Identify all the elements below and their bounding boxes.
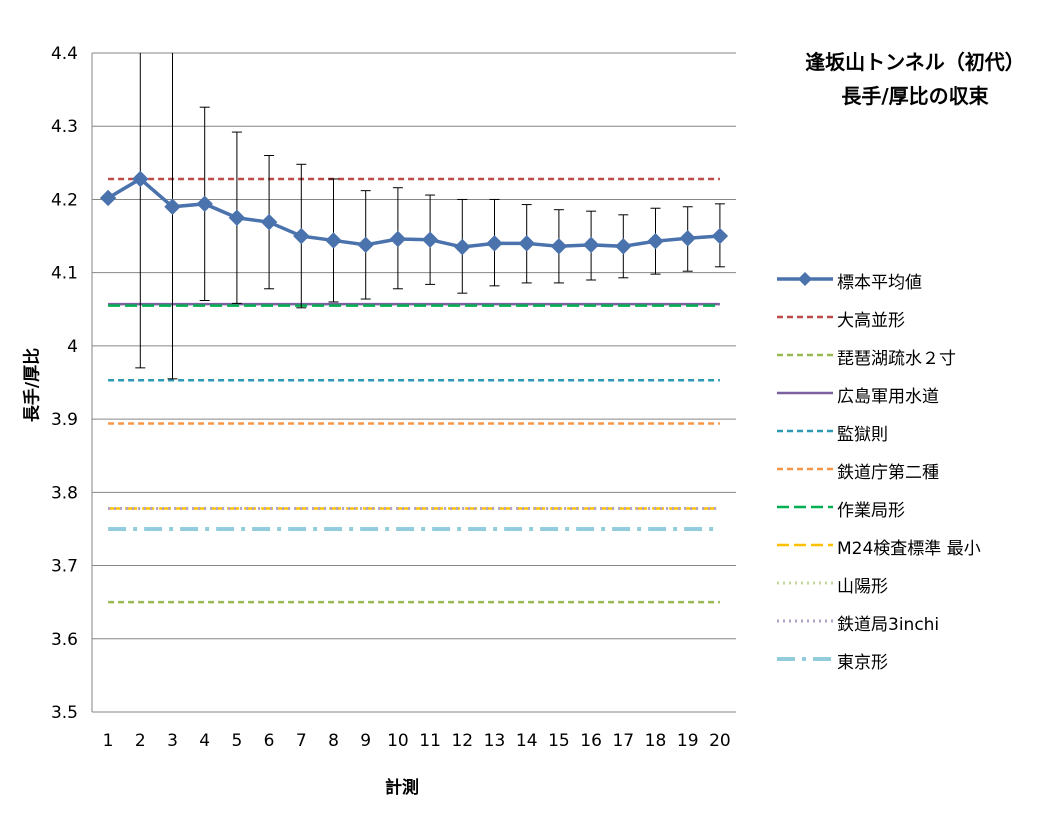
mean-point [164, 198, 181, 215]
mean-point [357, 236, 374, 254]
tick-labels: 4.44.34.24.143.93.83.73.63.51 2 3 4 5 6 7 8 9 10 1… [51, 44, 731, 751]
legend-item: 鉄道局3inchi [775, 607, 1055, 645]
mean-point [518, 235, 535, 252]
mean-point [99, 189, 117, 207]
legend-label: 山陽形 [837, 577, 888, 597]
mean-point [325, 232, 342, 249]
x-tick-label: 12 [451, 731, 473, 751]
mean-point [228, 209, 246, 226]
legend-label: 琵琶湖疏水２寸 [837, 349, 956, 369]
x-tick-label: 3 [167, 731, 178, 751]
legend-swatch-marker [798, 272, 812, 286]
legend-swatch [777, 391, 833, 395]
x-tick-label: 16 [580, 731, 602, 751]
error-bars [135, 53, 725, 380]
chart-title-line1: 逢坂山トンネル（初代） [805, 50, 1025, 74]
y-tick-label: 3.6 [51, 630, 78, 650]
x-tick-label: 4 [199, 731, 210, 751]
mean-point [260, 213, 278, 231]
legend-swatch [777, 543, 833, 547]
legend-label: M24検査標準 最小 [837, 539, 981, 559]
mean-point [293, 227, 310, 245]
mean-point [421, 231, 439, 248]
legend-swatch [777, 315, 833, 319]
mean-series-line [107, 176, 721, 249]
y-axis-label: 長手/厚比 [22, 347, 43, 423]
legend-item: 山陽形 [775, 569, 1055, 607]
reference-lines [108, 177, 720, 604]
legend-swatch [777, 581, 833, 585]
legend-item: 広島軍用水道 [775, 379, 1055, 417]
legend-label: 鉄道庁第二種 [837, 463, 939, 483]
legend-label: 東京形 [837, 653, 888, 673]
x-tick-label: 11 [419, 731, 441, 751]
y-tick-label: 4 [67, 337, 78, 357]
legend-item: 東京形 [775, 645, 1055, 683]
legend-item: 監獄則 [775, 417, 1055, 455]
x-tick-label: 9 [360, 731, 371, 751]
x-tick-label: 17 [612, 731, 634, 751]
x-tick-label: 5 [231, 731, 242, 751]
x-tick-label: 10 [387, 731, 409, 751]
x-tick-label: 7 [296, 731, 307, 751]
mean-point [486, 235, 503, 252]
legend-swatch [777, 272, 833, 286]
y-tick-label: 4.1 [51, 264, 78, 284]
legend-swatch [777, 353, 833, 357]
legend-label: 広島軍用水道 [837, 387, 939, 407]
x-tick-label: 13 [484, 731, 506, 751]
x-axis-label: 計測 [385, 778, 419, 798]
mean-point [711, 227, 729, 245]
y-tick-label: 3.9 [51, 410, 78, 430]
y-tick-label: 3.7 [51, 557, 78, 577]
legend-swatch [777, 467, 833, 471]
x-tick-label: 18 [645, 731, 667, 751]
legend-item: 標本平均値 [775, 265, 1055, 303]
y-tick-label: 3.5 [51, 703, 78, 723]
legend-item: 琵琶湖疏水２寸 [775, 341, 1055, 379]
legend-label: 標本平均値 [837, 273, 922, 293]
x-tick-label: 15 [548, 731, 570, 751]
legend-item: 作業局形 [775, 493, 1055, 531]
legend-swatch [777, 619, 833, 623]
legend-item: 鉄道庁第二種 [775, 455, 1055, 493]
mean-point [615, 238, 632, 255]
y-tick-label: 4.4 [51, 44, 78, 64]
mean-point [389, 230, 407, 248]
x-tick-label: 2 [135, 731, 146, 751]
legend-label: 大高並形 [837, 311, 905, 331]
y-tick-label: 4.2 [51, 190, 78, 210]
legend-swatch [777, 505, 833, 509]
x-tick-label: 14 [516, 731, 538, 751]
legend-swatch [777, 657, 833, 661]
mean-series [99, 170, 729, 256]
x-tick-label: 1 [103, 731, 114, 751]
mean-point [132, 170, 149, 188]
chart-title-line2: 長手/厚比の収束 [841, 84, 989, 108]
y-tick-label: 4.3 [51, 117, 78, 137]
legend-item: 大高並形 [775, 303, 1055, 341]
mean-point [647, 232, 664, 250]
legend-label: 鉄道局3inchi [837, 615, 940, 635]
legend-label: 監獄則 [837, 425, 888, 445]
legend: 標本平均値大高並形琵琶湖疏水２寸 広島軍用水道 監獄則鉄道庁第二種 作業局形 M24検査… [775, 265, 1055, 683]
x-tick-label: 8 [328, 731, 339, 751]
legend-item: M24検査標準 最小 [775, 531, 1055, 569]
x-tick-label: 20 [709, 731, 731, 751]
legend-swatch [777, 429, 833, 433]
x-tick-label: 6 [264, 731, 275, 751]
mean-point [679, 230, 696, 247]
mean-point [454, 238, 471, 256]
mean-point [550, 238, 568, 255]
mean-point [582, 236, 600, 254]
gridlines [91, 52, 736, 713]
legend-label: 作業局形 [837, 501, 905, 521]
y-tick-label: 3.8 [51, 483, 78, 503]
mean-point [196, 195, 213, 213]
x-tick-label: 19 [677, 731, 699, 751]
